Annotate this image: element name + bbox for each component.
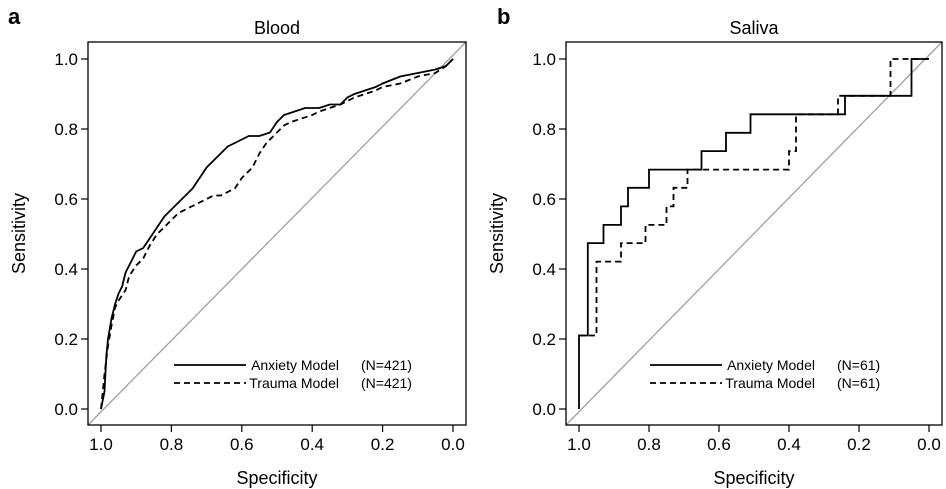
x-tick-label: 1.0 <box>89 435 113 454</box>
y-tick-label: 1.0 <box>532 50 556 69</box>
series-line-trauma <box>100 58 454 410</box>
plot-frame <box>87 41 467 426</box>
series-line-trauma <box>579 58 929 337</box>
panel-saliva: b Saliva 0.0 0.2 0.4 0.6 0.8 1.0 1.0 0.8 0.6 0.4 0.2… <box>487 4 943 488</box>
panel-blood: a Blood 0.0 0.2 0.4 0.6 0.8 1.0 1.0 0.8 0.6 0.4 0.2 0… <box>8 4 467 488</box>
y-tick-label: 0.4 <box>532 260 556 279</box>
x-tick-label: 0.2 <box>847 435 871 454</box>
legend-n-label: (N=421) <box>361 375 412 391</box>
panel-letter: b <box>497 4 510 29</box>
legend-n-label: (N=61) <box>837 357 880 373</box>
x-tick-label: 1.0 <box>567 435 591 454</box>
x-tick-label: 0.4 <box>777 435 801 454</box>
y-tick-label: 0.8 <box>532 120 556 139</box>
panel-letter: a <box>8 4 21 29</box>
y-tick-label: 0.4 <box>54 260 78 279</box>
y-tick-label: 0.0 <box>54 400 78 419</box>
x-tick-label: 0.2 <box>371 435 395 454</box>
series-line-anxiety <box>578 58 929 409</box>
y-tick-label: 0.6 <box>532 190 556 209</box>
x-tick-label: 0.6 <box>230 435 254 454</box>
x-tick-label: 0.8 <box>637 435 661 454</box>
y-axis-label: Sensitivity <box>9 193 29 274</box>
x-axis-label: Specificity <box>236 468 317 488</box>
reference-diagonal <box>87 41 467 426</box>
plot-frame <box>565 41 943 426</box>
y-tick-label: 0.8 <box>54 120 78 139</box>
x-axis-label: Specificity <box>713 468 794 488</box>
y-tick-label: 0.2 <box>532 330 556 349</box>
x-tick-label: 0.0 <box>917 435 941 454</box>
legend-n-label: (N=61) <box>837 375 880 391</box>
legend-label: Anxiety Model <box>727 357 815 373</box>
x-tick-label: 0.6 <box>707 435 731 454</box>
reference-diagonal <box>565 41 943 426</box>
y-tick-label: 1.0 <box>54 50 78 69</box>
y-axis-label: Sensitivity <box>487 193 507 274</box>
chart-title: Blood <box>254 18 300 38</box>
x-tick-label: 0.0 <box>441 435 465 454</box>
y-tick-label: 0.6 <box>54 190 78 209</box>
x-tick-label: 0.4 <box>300 435 324 454</box>
legend-label: Anxiety Model <box>251 357 339 373</box>
legend-n-label: (N=421) <box>361 357 412 373</box>
chart-title: Saliva <box>729 18 779 38</box>
series-line-anxiety <box>100 58 454 410</box>
legend-label: Trauma Model <box>249 375 339 391</box>
x-tick-label: 0.8 <box>160 435 184 454</box>
legend-label: Trauma Model <box>725 375 815 391</box>
y-tick-label: 0.2 <box>54 330 78 349</box>
y-tick-label: 0.0 <box>532 400 556 419</box>
